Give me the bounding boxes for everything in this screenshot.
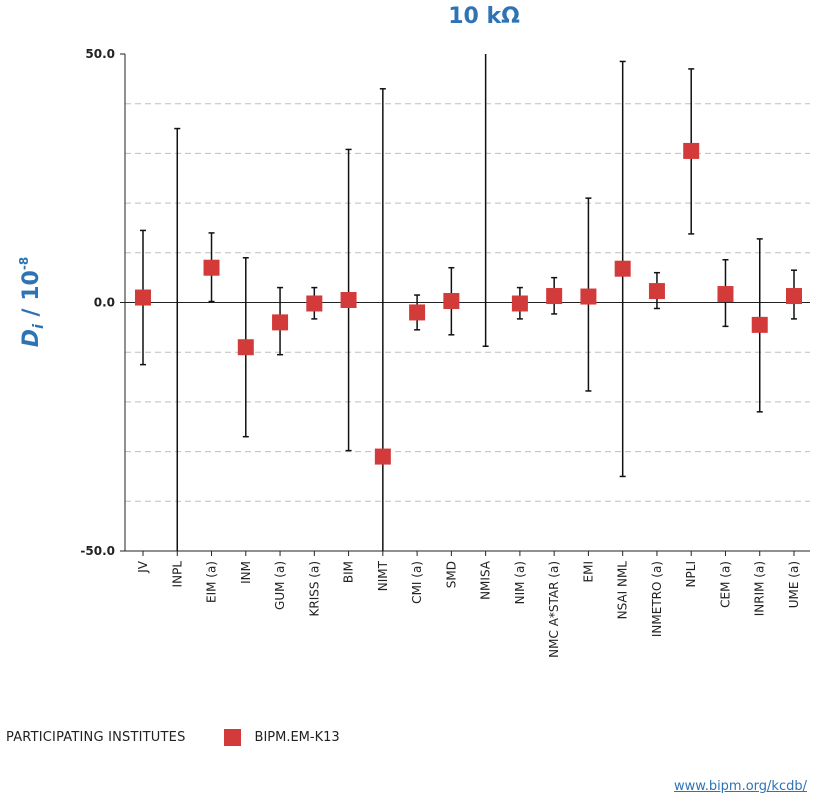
data-point bbox=[374, 448, 391, 465]
category-label: INM bbox=[239, 561, 253, 584]
category-label: KRISS (a) bbox=[307, 561, 321, 617]
data-point bbox=[511, 295, 528, 312]
data-point bbox=[648, 283, 665, 300]
category-label: UME (a) bbox=[787, 561, 801, 608]
category-label: NIMT bbox=[376, 560, 390, 591]
y-tick-label: 0.0 bbox=[94, 296, 115, 310]
y-tick-label: 50.0 bbox=[85, 47, 115, 61]
data-point bbox=[306, 295, 323, 312]
legend-title: PARTICIPATING INSTITUTES bbox=[6, 730, 186, 745]
category-label: GUM (a) bbox=[273, 561, 287, 610]
y-tick-label: -50.0 bbox=[80, 544, 115, 558]
category-label: EIM (a) bbox=[205, 561, 219, 603]
chart-title: 10 kΩ bbox=[448, 4, 520, 29]
category-label: NIM (a) bbox=[513, 561, 527, 604]
data-point bbox=[751, 316, 768, 333]
category-label: NMC A*STAR (a) bbox=[547, 561, 561, 658]
category-label: NPLI bbox=[684, 561, 698, 587]
category-labels: JV INPL EIM (a) INM GUM (a) KRISS (a) BIM NIMT C… bbox=[136, 560, 801, 658]
y-label-main: D bbox=[19, 329, 44, 347]
data-point bbox=[580, 288, 597, 305]
error-bars bbox=[140, 54, 797, 551]
data-point bbox=[340, 292, 357, 309]
category-label: INMETRO (a) bbox=[650, 561, 664, 637]
data-point bbox=[546, 288, 563, 305]
data-point bbox=[272, 314, 289, 331]
data-point bbox=[443, 293, 460, 310]
category-label: INPL bbox=[170, 561, 184, 588]
x-ticks bbox=[142, 551, 795, 556]
y-ticks: -50.0 0.0 50.0 bbox=[80, 47, 125, 558]
data-point bbox=[614, 260, 631, 277]
category-label: NSAI NML bbox=[616, 561, 630, 620]
category-label: SMD bbox=[444, 561, 458, 588]
legend-swatch bbox=[223, 729, 241, 746]
data-point bbox=[203, 259, 220, 276]
category-label: EMI bbox=[581, 561, 595, 582]
category-label: BIM bbox=[342, 561, 356, 583]
kcdb-link[interactable]: www.bipm.org/kcdb/ bbox=[673, 779, 807, 794]
y-label-sub: i bbox=[31, 324, 47, 329]
legend: PARTICIPATING INSTITUTES BIPM.EM-K13 bbox=[6, 729, 340, 746]
data-point bbox=[409, 304, 426, 321]
category-label: INRIM (a) bbox=[753, 561, 767, 616]
data-point bbox=[237, 339, 254, 356]
category-label: CEM (a) bbox=[718, 561, 732, 608]
data-point bbox=[786, 288, 802, 305]
category-label: CMI (a) bbox=[410, 561, 424, 604]
y-label-unit: / 10 bbox=[19, 270, 44, 324]
data-point bbox=[135, 289, 151, 306]
data-point bbox=[683, 142, 700, 159]
data-markers bbox=[135, 142, 802, 465]
data-point bbox=[717, 286, 734, 303]
y-axis-label: Di / 10-8 bbox=[17, 257, 47, 347]
grid-lines bbox=[125, 103, 810, 502]
category-label: NMISA bbox=[479, 560, 493, 600]
y-label-exp: -8 bbox=[17, 257, 31, 270]
legend-entry: BIPM.EM-K13 bbox=[254, 730, 340, 745]
category-label: JV bbox=[136, 560, 150, 574]
